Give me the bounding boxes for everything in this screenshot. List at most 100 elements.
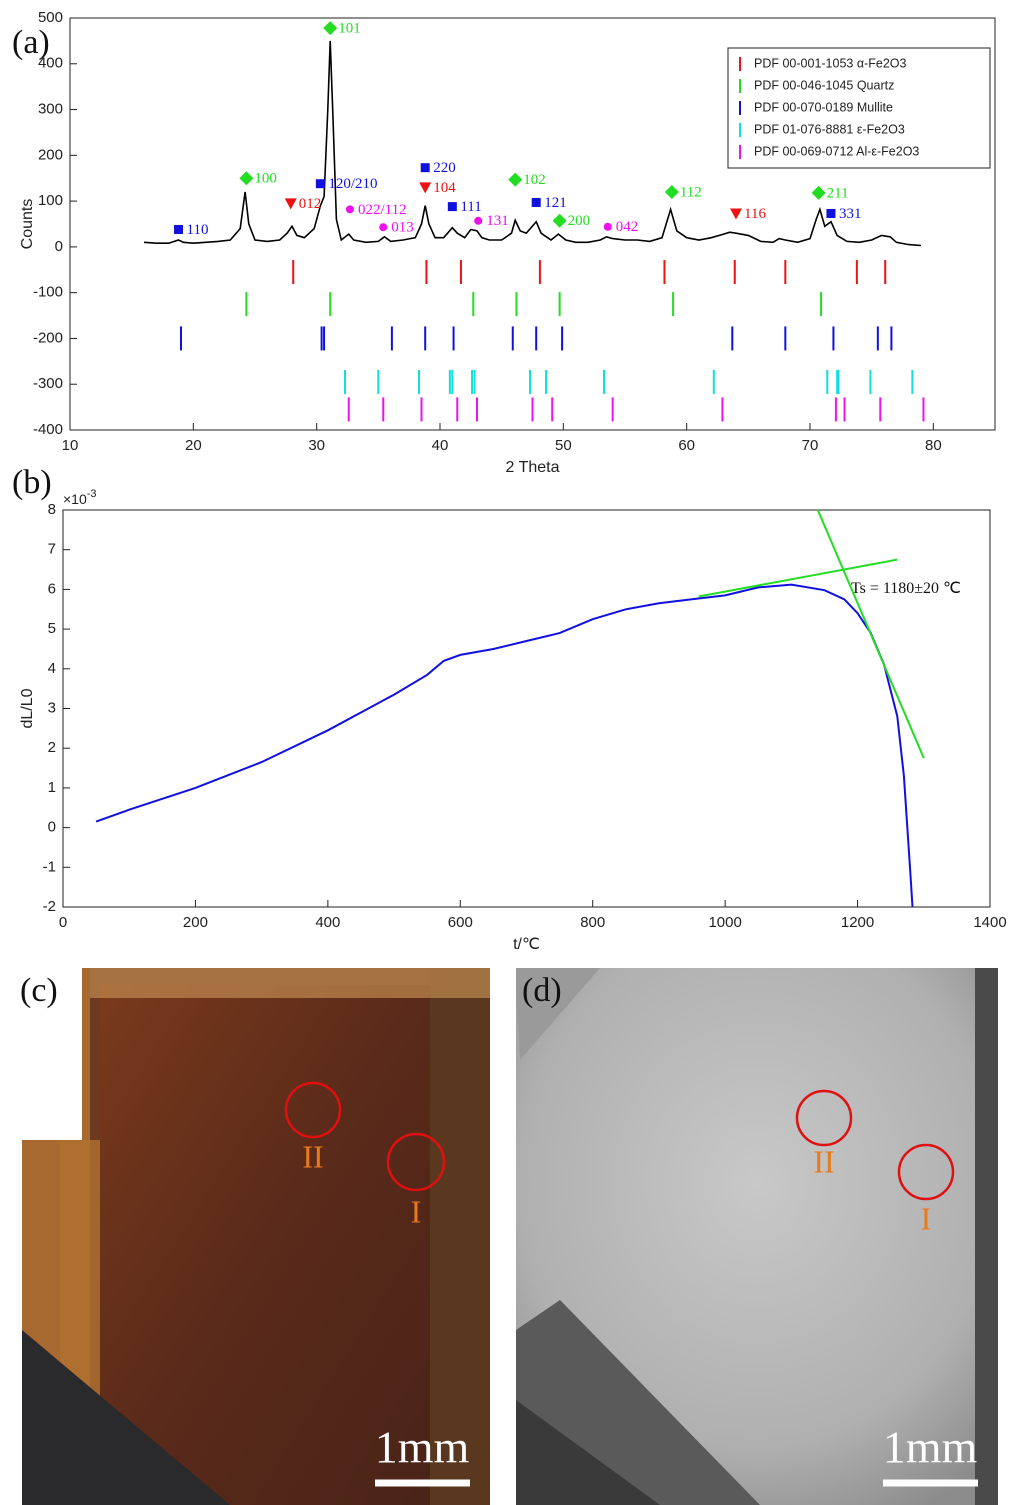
peak-marker [531,197,541,207]
x-axis-label: t/℃ [513,936,540,953]
peak-marker [552,213,567,228]
scale-bar-label: 1mm [883,1422,978,1473]
y-tick-label: 100 [38,192,63,209]
scale-bar-label: 1mm [375,1422,470,1473]
peak-label: 102 [523,172,546,188]
multiplier-exponent: -3 [87,488,97,500]
peak-marker [284,198,297,210]
peak-label: 116 [744,206,766,222]
peak-label: 200 [568,213,591,229]
peak-marker [730,208,742,220]
peak-label: 331 [839,206,862,222]
peak-label: 220 [433,160,456,176]
x-tick-label: 30 [308,437,325,454]
y-tick-label: 1 [48,779,56,796]
peak-label: 012 [299,196,322,212]
plot-frame [62,509,991,908]
x-tick-label: 10 [62,437,79,454]
panel-label: (a) [12,24,50,61]
plot-frame [69,17,996,431]
optical-image [22,968,490,1505]
peak-label: 121 [544,195,567,211]
y-tick-label: -1 [43,858,56,875]
y-tick-label: 0 [48,819,56,836]
peak-label: 120/210 [328,176,377,192]
peak-marker [811,185,826,200]
panel-label: (c) [20,972,58,1009]
annotation: Ts = 1180±20 ℃ [851,580,961,597]
y-tick-label: 6 [48,580,56,597]
peak-marker [419,182,432,194]
peak-marker [826,208,836,218]
region-label: I [921,1200,932,1236]
panel-label: (b) [12,464,52,501]
peak-label: 100 [254,171,277,187]
data-line [143,40,922,247]
y-tick-label: 4 [48,660,56,677]
legend-label: PDF 00-069-0712 Al-ε-Fe2O3 [754,144,919,158]
sem-image [516,968,998,1505]
y-tick-label: -200 [33,329,63,346]
x-tick-label: 1000 [708,914,741,931]
y-tick-label: 400 [38,55,63,72]
x-tick-label: 40 [432,437,449,454]
legend-label: PDF 00-046-1045 Quartz [754,78,894,92]
data-line [698,558,898,598]
peak-label: 022/112 [358,202,407,218]
panel-label: (d) [522,972,562,1009]
data-line [816,509,925,759]
y-tick-label: 300 [38,101,63,118]
peak-marker [447,202,457,212]
x-tick-label: 1200 [841,914,874,931]
peak-label: 110 [187,222,209,238]
y-tick-label: -2 [43,898,56,915]
region-label: II [813,1143,834,1179]
peak-marker [664,184,679,199]
y-axis-label: Counts [19,199,36,250]
x-tick-label: 0 [59,914,67,931]
x-tick-label: 70 [802,437,819,454]
x-tick-label: 80 [925,437,942,454]
x-tick-label: 50 [555,437,572,454]
x-axis-label: 2 Theta [506,459,560,476]
y-tick-label: 500 [38,9,63,26]
peak-label: 101 [338,21,361,37]
y-tick-label: 200 [38,146,63,163]
peak-marker [345,205,354,214]
y-tick-label: -400 [33,421,63,438]
axis-multiplier: ×10-3 [63,488,97,507]
legend-label: PDF 01-076-8881 ε-Fe2O3 [754,122,905,136]
region-label: II [302,1138,323,1174]
x-tick-label: 1400 [973,914,1006,931]
x-tick-label: 400 [315,914,340,931]
peak-label: 131 [486,213,509,229]
y-tick-label: 3 [48,699,56,716]
region-label: I [411,1193,422,1229]
peak-marker [508,172,523,187]
x-tick-label: 800 [580,914,605,931]
y-tick-label: -100 [33,284,63,301]
y-tick-label: 8 [48,501,56,518]
peak-label: 211 [827,185,849,201]
y-tick-label: 0 [55,238,63,255]
peak-marker [379,223,388,232]
x-tick-label: 600 [448,914,473,931]
legend-label: PDF 00-001-1053 α-Fe2O3 [754,56,906,70]
legend-box [727,47,991,169]
x-tick-label: 200 [183,914,208,931]
x-tick-label: 20 [185,437,202,454]
peak-label: 112 [680,184,702,200]
y-axis-label: dL/L0 [19,688,36,728]
peak-marker [239,171,254,186]
peak-label: 042 [616,219,639,235]
peak-marker [315,179,325,189]
y-tick-label: 7 [48,541,56,558]
peak-marker [420,163,430,173]
peak-marker [174,224,184,234]
peak-marker [603,222,612,231]
y-tick-label: 2 [48,739,56,756]
x-tick-label: 60 [678,437,695,454]
multiplier-base: ×10 [63,491,87,507]
peak-label: 013 [391,220,414,236]
